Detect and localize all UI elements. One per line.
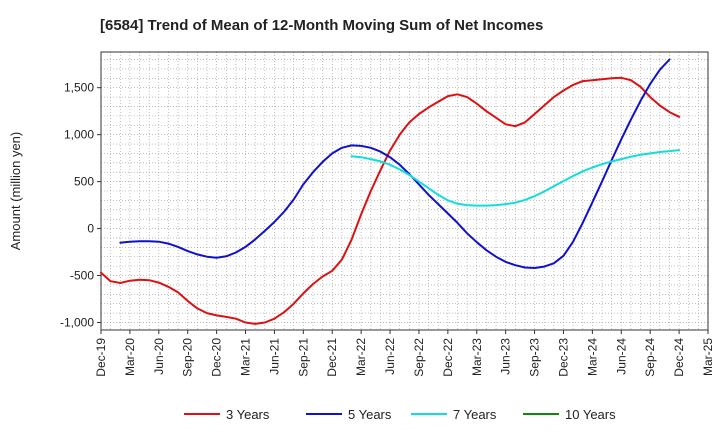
series-layer <box>100 58 681 325</box>
legend: 3 Years 5 Years 7 Years 10 Years <box>184 407 616 422</box>
x-tick-label: Sep-22 <box>412 338 426 377</box>
x-tick-label: Mar-21 <box>239 338 253 376</box>
x-tick-label: Jun-24 <box>614 338 628 375</box>
x-tick-label: Mar-22 <box>354 338 368 376</box>
x-tick-label: Jun-22 <box>383 338 397 375</box>
y-tick-label: 1,000 <box>64 128 94 142</box>
y-tick-label: 0 <box>87 222 94 236</box>
series-line-3-years <box>100 76 681 325</box>
y-tick-label: -1,000 <box>60 315 94 329</box>
x-tick-label: Mar-24 <box>585 338 599 376</box>
x-tick-label: Mar-20 <box>123 338 137 376</box>
x-tick-label: Sep-23 <box>528 338 542 377</box>
plot-area <box>100 51 709 331</box>
y-tick-label: 1,500 <box>64 81 94 95</box>
x-tick-label: Dec-22 <box>441 338 455 377</box>
plot-frame <box>100 51 709 331</box>
x-axis: Dec-19 Mar-20 Jun-20 Sep-20 Dec-20 Mar-21 Jun-… <box>94 330 715 377</box>
x-tick-label: Jun-21 <box>267 338 281 375</box>
x-tick-label: Sep-24 <box>643 338 657 377</box>
legend-label: 10 Years <box>565 407 616 422</box>
x-tick-label: Mar-23 <box>470 338 484 376</box>
x-tick-label: Sep-20 <box>181 338 195 377</box>
y-axis-label: Amount (million yen) <box>8 132 23 251</box>
series-line-5-years <box>119 58 671 269</box>
x-tick-label: Sep-21 <box>296 338 310 377</box>
chart-title: [6584] Trend of Mean of 12-Month Moving … <box>100 17 543 34</box>
series-line-7-years <box>350 149 681 207</box>
y-tick-label: -500 <box>70 269 94 283</box>
x-tick-label: Dec-21 <box>325 338 339 377</box>
x-tick-label: Dec-24 <box>672 338 686 377</box>
y-axis: -1,000 -500 0 500 1,000 1,500 <box>60 81 101 329</box>
x-tick-label: Dec-23 <box>556 338 570 377</box>
x-tick-label: Dec-19 <box>94 338 108 377</box>
x-tick-label: Jun-23 <box>499 338 513 375</box>
legend-label: 7 Years <box>453 407 497 422</box>
x-tick-label: Mar-25 <box>701 338 715 376</box>
legend-label: 5 Years <box>348 407 392 422</box>
x-tick-label: Jun-20 <box>152 338 166 375</box>
y-tick-label: 500 <box>74 175 94 189</box>
x-tick-label: Dec-20 <box>210 338 224 377</box>
legend-label: 3 Years <box>226 407 270 422</box>
